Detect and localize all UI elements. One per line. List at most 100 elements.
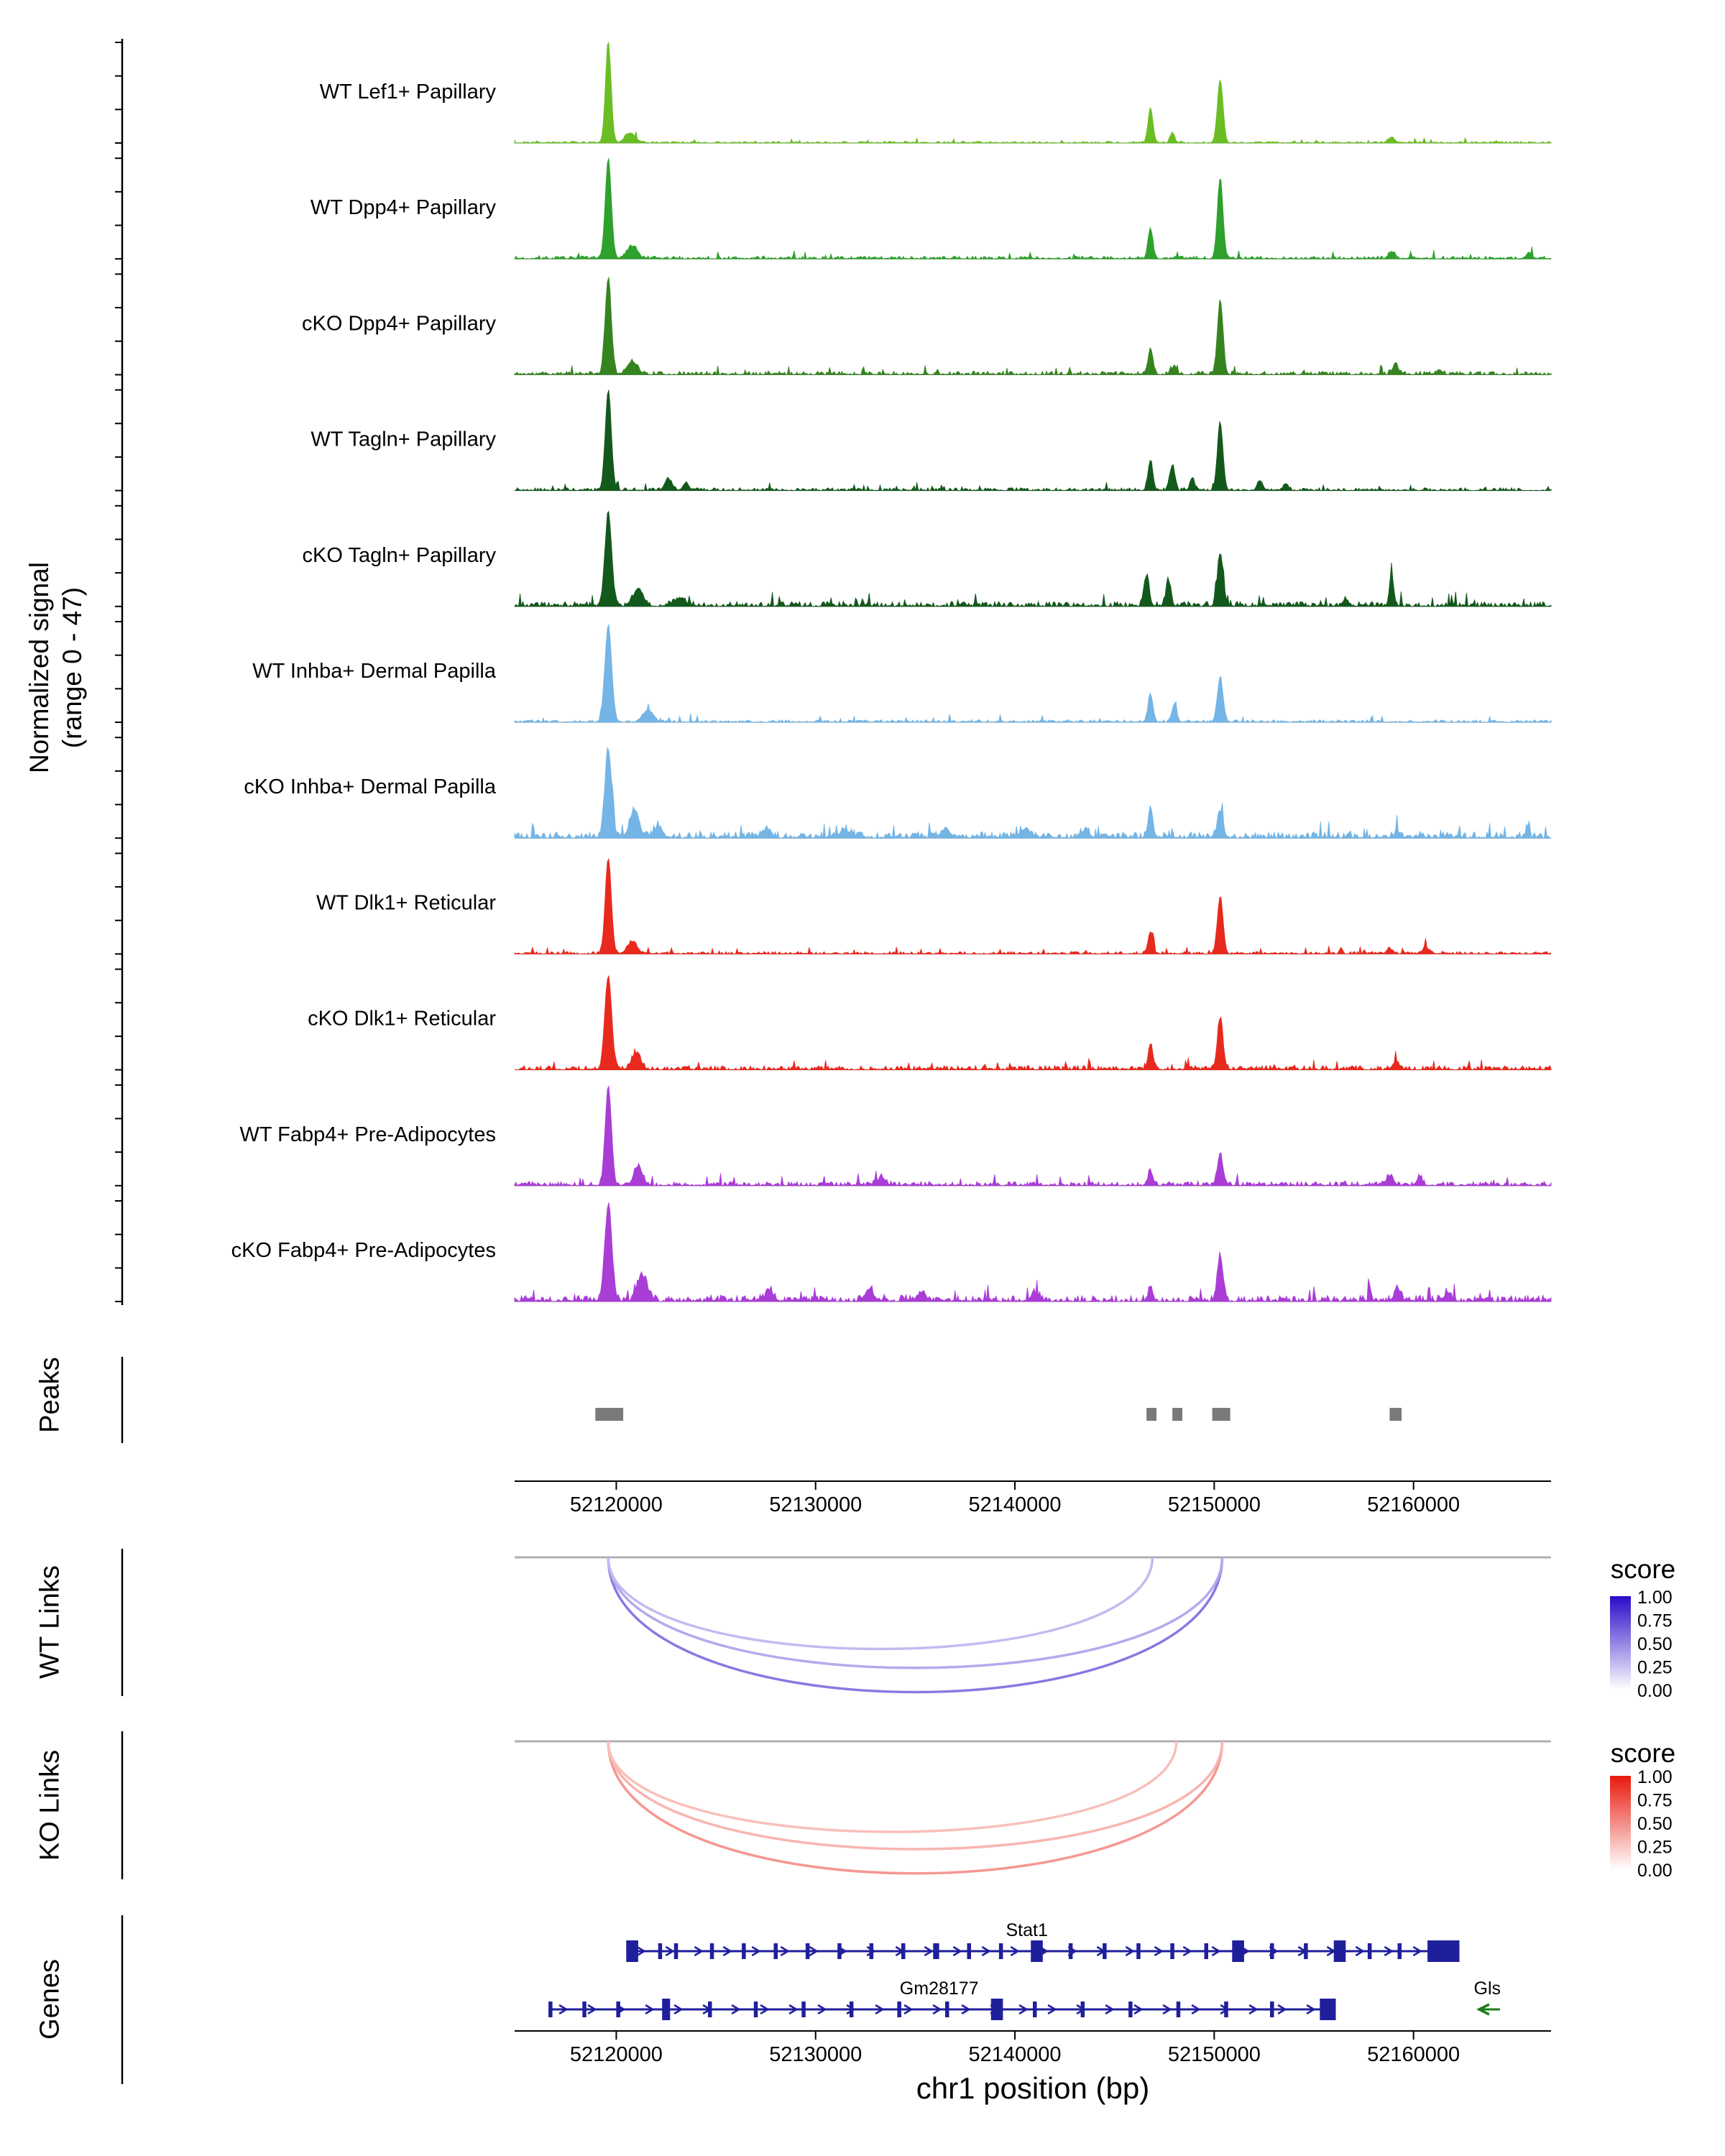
gene-exon — [805, 1943, 810, 1959]
strand-arrow-icon — [1476, 2003, 1490, 2016]
strand-arrow-icon — [1105, 2004, 1115, 2015]
strand-arrow-icon — [1248, 2004, 1259, 2015]
gene-exon — [1427, 1940, 1460, 1962]
strand-arrow-icon — [1076, 2004, 1086, 2015]
gene-exon — [1232, 1940, 1244, 1962]
gene-label: Stat1 — [1006, 1920, 1048, 1940]
legend-tick-label: 0.00 — [1637, 1861, 1673, 1881]
link-arc — [607, 1557, 1224, 1669]
gene-exon — [1031, 1940, 1043, 1962]
x-axis-tick-label: 52140000 — [969, 2043, 1062, 2066]
strand-arrow-icon — [932, 2004, 942, 2015]
strand-arrow-icon — [1154, 1945, 1164, 1957]
strand-arrow-icon — [1047, 2004, 1057, 2015]
legend-tick-label: 0.50 — [1637, 1814, 1673, 1834]
strand-arrow-icon — [1039, 1945, 1049, 1957]
track-label: cKO Inhba+ Dermal Papilla — [244, 775, 496, 798]
gene-exon — [673, 1943, 678, 1959]
coverage-track: WT Lef1+ Papillary — [115, 41, 1552, 144]
gene-exon — [662, 1999, 671, 2020]
strand-arrow-icon — [665, 1945, 675, 1957]
coverage-track: cKO Tagln+ Papillary — [115, 505, 1552, 608]
strand-arrow-icon — [952, 1945, 962, 1957]
strand-arrow-icon — [636, 1945, 646, 1957]
gene-label: Gls — [1474, 1978, 1501, 1999]
strand-arrow-icon — [817, 2004, 827, 2015]
gene-exon — [742, 1943, 746, 1959]
strand-arrow-icon — [731, 2004, 741, 2015]
gene-exon — [1068, 1943, 1073, 1959]
strand-arrow-icon — [1018, 2004, 1029, 2015]
gene-exon — [548, 2001, 553, 2017]
legend-tick-label: 0.50 — [1637, 1634, 1673, 1654]
coverage-signal — [514, 277, 1552, 376]
coverage-signal — [514, 390, 1552, 492]
legend-tick-label: 0.00 — [1637, 1681, 1673, 1701]
x-axis-tick-label: 52140000 — [969, 1493, 1062, 1516]
strand-arrow-icon — [587, 2004, 597, 2015]
strand-arrow-icon — [895, 1945, 905, 1957]
strand-arrow-icon — [1182, 1945, 1192, 1957]
coverage-track: WT Tagln+ Papillary — [115, 389, 1552, 492]
strand-arrow-icon — [1269, 1945, 1279, 1957]
gene-exon — [869, 1943, 874, 1959]
coverage-signal — [514, 857, 1552, 955]
track-label: WT Dlk1+ Reticular — [316, 891, 496, 914]
strand-arrow-icon — [846, 2004, 856, 2015]
coverage-track: WT Dpp4+ Papillary — [115, 157, 1552, 260]
legend-tick-label: 1.00 — [1637, 1588, 1673, 1608]
strand-arrow-icon — [1133, 2004, 1144, 2015]
strand-arrow-icon — [981, 1945, 991, 1957]
strand-arrow-icon — [1067, 1945, 1077, 1957]
strand-arrow-icon — [903, 2004, 914, 2015]
track-label: cKO Fabp4+ Pre-Adipocytes — [231, 1239, 496, 1262]
track-label: WT Tagln+ Papillary — [310, 428, 496, 451]
coverage-signal — [514, 1202, 1552, 1303]
coverage-track: cKO Fabp4+ Pre-Adipocytes — [115, 1200, 1552, 1303]
coverage-signal — [514, 1085, 1552, 1187]
gene-model-gls: Gls — [1474, 1978, 1501, 2016]
track-label: WT Fabp4+ Pre-Adipocytes — [240, 1123, 496, 1146]
strand-arrow-icon — [1125, 1945, 1135, 1957]
gene-exon — [1033, 2001, 1037, 2017]
legend-gradient-bar — [1610, 1596, 1631, 1690]
x-axis-tick-label: 52160000 — [1367, 1493, 1460, 1516]
peak-interval — [1389, 1408, 1402, 1421]
gene-exon — [616, 2001, 620, 2017]
coverage-signal — [514, 41, 1552, 144]
x-axis-tick-label: 52120000 — [570, 1493, 663, 1516]
gene-model-gm28177: Gm28177 — [548, 1978, 1336, 2020]
link-arc — [607, 1741, 1224, 1875]
coverage-track: WT Dlk1+ Reticular — [115, 852, 1552, 955]
gene-exon — [837, 1943, 842, 1959]
strand-arrow-icon — [1191, 2004, 1201, 2015]
strand-arrow-icon — [1096, 1945, 1106, 1957]
strand-arrow-icon — [1297, 1945, 1307, 1957]
gene-exon — [1333, 1940, 1346, 1962]
genes-section-label: Genes — [34, 1959, 65, 2040]
peak-interval — [595, 1408, 624, 1421]
gene-exon — [1320, 1999, 1336, 2020]
strand-arrow-icon — [1240, 1945, 1250, 1957]
strand-arrow-icon — [558, 2004, 569, 2015]
gene-exon — [582, 2001, 586, 2017]
gene-model-stat1: Stat1 — [626, 1920, 1460, 1962]
coverage-signal — [514, 510, 1552, 608]
x-axis-title: chr1 position (bp) — [916, 2071, 1150, 2105]
gene-exon — [658, 1943, 663, 1959]
track-label: cKO Dpp4+ Papillary — [302, 312, 496, 335]
ko-links-section-label: KO Links — [34, 1749, 65, 1861]
coverage-track: WT Inhba+ Dermal Papilla — [115, 621, 1552, 723]
gene-exon — [1270, 1943, 1274, 1959]
x-axis-tick-label: 52150000 — [1168, 2043, 1261, 2066]
strand-arrow-icon — [751, 1945, 761, 1957]
strand-arrow-icon — [875, 2004, 885, 2015]
gene-exon — [1128, 2001, 1133, 2017]
gene-exon — [967, 1943, 971, 1959]
gene-exon — [1136, 1943, 1141, 1959]
strand-arrow-icon — [1211, 1945, 1221, 1957]
x-axis-tick-label: 52150000 — [1168, 1493, 1261, 1516]
